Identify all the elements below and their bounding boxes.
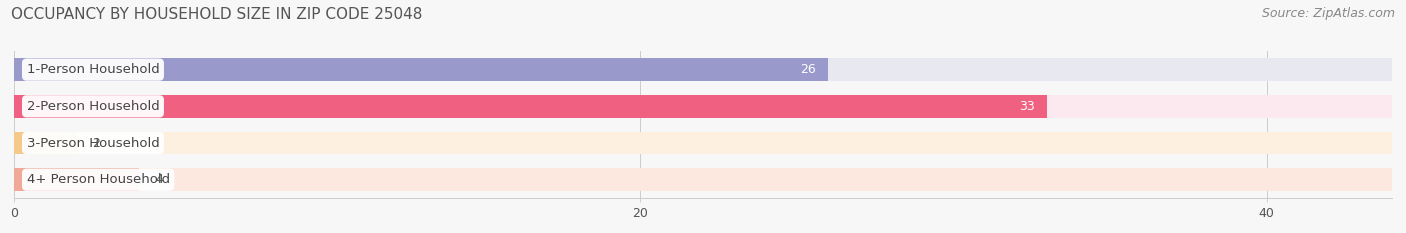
Bar <box>14 168 1392 191</box>
Text: 4+ Person Household: 4+ Person Household <box>27 173 170 186</box>
Bar <box>14 132 77 154</box>
Bar <box>14 168 139 191</box>
Bar <box>14 132 1392 154</box>
Bar <box>14 58 828 81</box>
Text: 2: 2 <box>93 137 100 150</box>
Text: 2-Person Household: 2-Person Household <box>27 100 159 113</box>
Bar <box>14 95 1392 118</box>
Text: 3-Person Household: 3-Person Household <box>27 137 159 150</box>
Text: OCCUPANCY BY HOUSEHOLD SIZE IN ZIP CODE 25048: OCCUPANCY BY HOUSEHOLD SIZE IN ZIP CODE … <box>11 7 423 22</box>
Bar <box>14 58 1392 81</box>
Bar <box>14 95 1047 118</box>
Text: 4: 4 <box>155 173 163 186</box>
Text: 1-Person Household: 1-Person Household <box>27 63 159 76</box>
Text: Source: ZipAtlas.com: Source: ZipAtlas.com <box>1261 7 1395 20</box>
Text: 26: 26 <box>800 63 815 76</box>
Text: 33: 33 <box>1019 100 1035 113</box>
